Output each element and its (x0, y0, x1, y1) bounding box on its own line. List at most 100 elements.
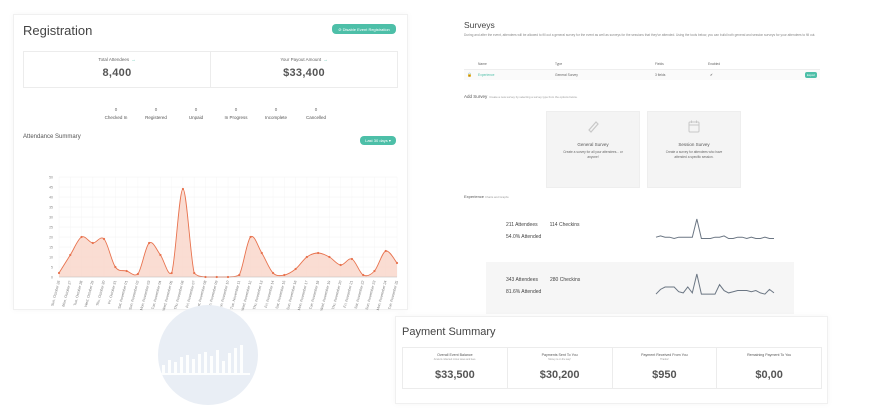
count-incomplete: 0 Incomplete (256, 107, 296, 120)
svg-text:5: 5 (51, 265, 53, 269)
count-registered: 0 Registered (136, 107, 176, 120)
arrow-right-icon[interactable]: → (131, 57, 136, 62)
disable-registration-button[interactable]: ⊘ Disable Event Registration (332, 24, 396, 34)
experience-stats: 343 Attendees 280 Checkins 81.6% Attended (506, 277, 580, 295)
column-header-fields: Fields (655, 62, 664, 66)
svg-text:Thu, October 30: Thu, October 30 (95, 280, 106, 306)
remaining-payment-cell: Remaining Payment To You $0,00 (716, 348, 821, 388)
payment-label: Payments Sent To You (541, 353, 578, 357)
count-checked-in: 0 Checked In (96, 107, 136, 120)
check-icon: ✔ (710, 73, 713, 77)
experience-row: 343 Attendees 280 Checkins 81.6% Attended (486, 262, 794, 314)
payment-value: $950 (652, 369, 677, 381)
svg-text:Tue, October 28: Tue, October 28 (73, 280, 84, 306)
export-button[interactable]: Export (805, 72, 817, 78)
count-label: Registered (145, 115, 167, 120)
count-value: 0 (234, 107, 238, 112)
column-header-name: Name (478, 62, 487, 66)
calendar-icon (688, 120, 700, 133)
survey-type: General Survey (555, 73, 578, 77)
svg-text:Thu, November 13: Thu, November 13 (252, 280, 264, 310)
count-label: Unpaid (188, 115, 204, 120)
count-value: 0 (194, 107, 198, 112)
session-survey-card[interactable]: Session Survey Create a survey for atten… (647, 111, 741, 188)
svg-text:Sat, November 01: Sat, November 01 (117, 280, 128, 309)
svg-text:Sat, November 15: Sat, November 15 (275, 280, 286, 309)
decorative-bar-chart-graphic (158, 305, 258, 405)
svg-text:Thu, November 20: Thu, November 20 (331, 280, 343, 310)
count-value: 0 (274, 107, 278, 112)
bar-chart-icon (158, 345, 250, 375)
attendees-count: 211 Attendees (506, 222, 538, 228)
count-in-progress: 0 In Progress (216, 107, 256, 120)
attendance-summary-title: Attendance Summary (23, 134, 81, 140)
table-header: Name Type Fields Enabled (464, 59, 820, 69)
attended-percent: 54.0% Attended (506, 234, 542, 240)
stat-value: $33,400 (283, 67, 325, 79)
svg-text:35: 35 (49, 205, 53, 209)
svg-text:50: 50 (49, 175, 53, 179)
checkins-count: 114 Checkins (549, 222, 580, 228)
pencil-icon (588, 121, 599, 133)
svg-text:Wed, November 19: Wed, November 19 (320, 280, 332, 311)
payout-amount-stat: Your Payout Amount → $33,400 (210, 52, 397, 87)
svg-text:Fri, November 21: Fri, November 21 (343, 280, 354, 308)
checkins-count: 280 Checkins (549, 277, 581, 283)
count-label: Checked In (104, 115, 128, 120)
payment-received-cell: Payment Received From You Thanks! $950 (611, 348, 717, 388)
payment-sublabel (717, 358, 821, 362)
count-value: 0 (314, 107, 318, 112)
svg-text:Sun, November 16: Sun, November 16 (286, 280, 298, 310)
attendees-count: 343 Attendees (506, 277, 538, 283)
registration-stats: Total Attendees → 8,400 Your Payout Amoun… (23, 51, 398, 88)
payment-summary-title: Payment Summary (402, 326, 496, 338)
svg-text:Tue, November 11: Tue, November 11 (230, 280, 241, 309)
column-header-type: Type (555, 62, 563, 66)
registration-panel: Registration ⊘ Disable Event Registratio… (13, 14, 408, 311)
svg-text:Sun, November 02: Sun, November 02 (128, 280, 140, 310)
count-label: Cancelled (305, 115, 326, 120)
svg-text:Mon, November 17: Mon, November 17 (297, 280, 309, 311)
payment-label: Overall Event Balance (437, 353, 473, 357)
date-range-dropdown[interactable]: Last 30 days ▾ (360, 136, 396, 145)
svg-text:Sun, November 09: Sun, November 09 (207, 280, 219, 310)
lock-icon: 🔒 (467, 72, 472, 77)
status-counts: 0 Checked In 0 Registered 0 Unpaid 0 In Prog… (96, 107, 336, 120)
svg-text:Fri, November 14: Fri, November 14 (264, 280, 275, 308)
add-survey-description: Create a new survey by selecting a surve… (489, 95, 578, 99)
arrow-right-icon[interactable]: → (323, 57, 328, 62)
card-title: Session Survey (678, 142, 710, 147)
sparkline-chart (655, 218, 774, 240)
sparkline-chart (655, 273, 775, 295)
experience-subtitle: Charts and Graphs (485, 195, 509, 199)
experience-heading: ExperienceCharts and Graphs (464, 194, 509, 199)
svg-text:Wed, November 05: Wed, November 05 (162, 280, 174, 311)
experience-row: 211 Attendees 114 Checkins 54.0% Attended (486, 207, 794, 259)
add-survey-heading: Add Survey Create a new survey by selecti… (464, 94, 577, 99)
count-value: 0 (114, 107, 118, 112)
svg-text:0: 0 (51, 275, 53, 279)
payments-sent-cell: Payments Sent To You Money is on the way… (506, 348, 612, 388)
table-row: 🔒 Experience General Survey 3 fields ✔ E… (464, 69, 820, 80)
svg-text:30: 30 (49, 215, 53, 219)
stat-label: Total Attendees (98, 57, 130, 62)
registration-title: Registration (23, 23, 93, 38)
surveys-table: Name Type Fields Enabled 🔒 Experience Ge… (464, 59, 820, 80)
card-description: Create a survey for all your attendees..… (563, 150, 623, 159)
svg-text:45: 45 (49, 185, 53, 189)
svg-text:Wed, November 12: Wed, November 12 (241, 280, 253, 311)
payment-summary-panel: Payment Summary Overall Event Balance Am… (395, 316, 828, 404)
card-title: General Survey (577, 142, 609, 147)
survey-name-link[interactable]: Experience (478, 73, 495, 77)
svg-text:Thu, November 06: Thu, November 06 (173, 280, 185, 310)
payment-value: $33,500 (434, 369, 475, 381)
count-cancelled: 0 Cancelled (296, 107, 336, 120)
general-survey-card[interactable]: General Survey Create a survey for all y… (546, 111, 640, 188)
svg-text:25: 25 (49, 225, 53, 229)
payment-sublabel: Money is on the way! (548, 358, 571, 361)
payment-summary-grid: Overall Event Balance Amount collected m… (402, 347, 822, 389)
count-label: In Progress (224, 115, 248, 120)
svg-text:40: 40 (49, 195, 53, 199)
payment-value: $0,00 (755, 369, 783, 381)
column-header-enabled: Enabled (708, 62, 721, 66)
